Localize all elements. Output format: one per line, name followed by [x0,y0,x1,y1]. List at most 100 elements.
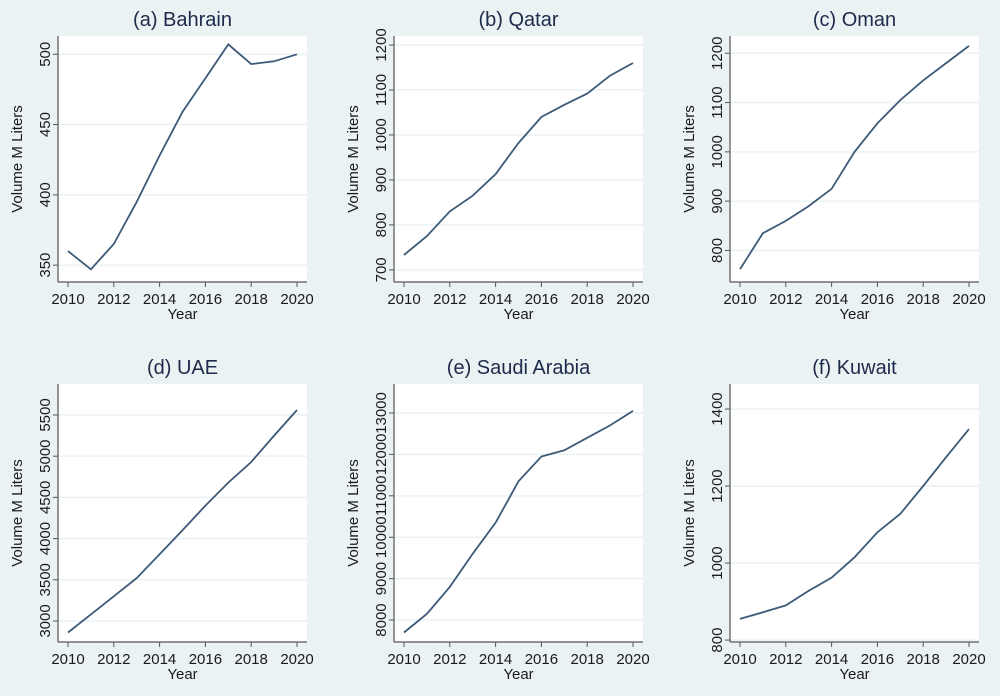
y-tick-label: 900 [373,167,390,192]
y-tick-label: 1000 [373,118,390,151]
x-tick-label: 2010 [387,291,420,308]
y-axis-label: Volume M Liters [345,459,362,567]
y-tick-label: 3500 [37,563,54,596]
chart-title: (d) UAE [147,357,218,379]
x-tick-label: 2020 [952,291,985,308]
y-tick-label: 800 [709,238,726,263]
y-tick-label: 1000 [709,135,726,168]
x-tick-label: 2010 [723,291,756,308]
x-tick-label: 2020 [952,651,985,668]
y-tick-label: 8000 [373,603,390,636]
x-tick-label: 2016 [189,651,222,668]
x-tick-label: 2012 [97,291,130,308]
y-tick-label: 5000 [37,439,54,472]
y-tick-label: 800 [709,628,726,653]
y-tick-label: 13000 [373,392,390,434]
y-tick-label: 9000 [373,562,390,595]
x-tick-label: 2014 [143,651,176,668]
x-axis-label: Year [503,666,533,683]
y-tick-label: 1200 [373,28,390,61]
x-axis-label: Year [839,306,869,323]
y-tick-label: 1100 [709,86,726,118]
chart-title: (b) Qatar [478,9,558,31]
y-tick-label: 900 [709,189,726,214]
x-tick-label: 2014 [143,291,176,308]
y-axis-label: Volume M Liters [9,105,26,213]
x-tick-label: 2014 [479,291,512,308]
x-tick-label: 2018 [907,651,940,668]
x-tick-label: 2010 [723,651,756,668]
x-tick-label: 2018 [235,291,268,308]
x-tick-label: 2020 [280,291,313,308]
x-tick-label: 2016 [189,291,222,308]
y-tick-label: 350 [37,253,54,278]
x-tick-label: 2016 [525,291,558,308]
x-tick-label: 2020 [616,291,649,308]
plot-area [394,36,643,282]
subplot: 800 1000 1200 1400 2010 2012 2014 2016 2018 2020 (… [681,357,986,683]
series-line [67,409,298,634]
y-tick-label: 450 [37,112,54,137]
x-tick-label: 2014 [479,651,512,668]
y-tick-label: 1400 [709,392,726,425]
subplot: 800 900 1000 1100 1200 2010 2012 2014 2016 2018 20… [681,9,986,323]
chart-title: (a) Bahrain [133,9,232,31]
x-tick-label: 2020 [280,651,313,668]
plot-area [58,36,307,282]
y-tick-label: 400 [37,182,54,207]
x-tick-label: 2016 [525,651,558,668]
x-tick-label: 2016 [861,651,894,668]
x-tick-label: 2014 [815,291,848,308]
y-axis-label: Volume M Liters [681,459,698,567]
x-tick-label: 2012 [769,651,802,668]
x-axis-label: Year [839,666,869,683]
y-tick-label: 500 [37,42,54,67]
x-tick-label: 2012 [433,291,466,308]
x-tick-label: 2010 [51,291,84,308]
y-tick-label: 1100 [373,74,390,106]
chart-title: (f) Kuwait [812,357,897,379]
series-line [403,410,634,634]
y-tick-label: 11000 [373,476,390,517]
y-axis-label: Volume M Liters [681,105,698,213]
plot-area [730,36,979,282]
series-line [739,428,970,620]
x-tick-label: 2018 [571,291,604,308]
series-line [67,43,298,271]
x-tick-label: 2010 [387,651,420,668]
x-tick-label: 2018 [907,291,940,308]
x-axis-label: Year [167,666,197,683]
x-tick-label: 2020 [616,651,649,668]
y-tick-label: 12000 [373,434,390,476]
series-line [739,45,970,270]
y-tick-label: 3000 [37,604,54,637]
x-tick-label: 2010 [51,651,84,668]
y-tick-label: 4500 [37,481,54,514]
chart-title: (e) Saudi Arabia [447,357,591,379]
x-tick-label: 2012 [769,291,802,308]
plot-area [730,384,979,642]
plot-area [394,384,643,642]
y-tick-label: 10000 [373,516,390,558]
x-tick-label: 2012 [433,651,466,668]
y-axis-label: Volume M Liters [9,459,26,567]
y-tick-label: 700 [373,257,390,282]
x-tick-label: 2014 [815,651,848,668]
subplot: 700 800 900 1000 1100 1200 2010 2012 2014 2016 201… [345,9,650,323]
series-line [403,62,634,256]
x-tick-label: 2018 [571,651,604,668]
y-tick-label: 800 [373,212,390,237]
y-axis-label: Volume M Liters [345,105,362,213]
x-tick-label: 2016 [861,291,894,308]
x-axis-label: Year [503,306,533,323]
y-tick-label: 1200 [709,37,726,70]
y-tick-label: 1200 [709,469,726,502]
x-tick-label: 2018 [235,651,268,668]
y-tick-label: 5500 [37,398,54,431]
chart-title: (c) Oman [813,9,896,31]
subplot: 350 400 450 500 2010 2012 2014 2016 2018 2020 (a) … [9,9,314,323]
y-tick-label: 4000 [37,522,54,555]
subplot: 3000 3500 4000 4500 5000 5500 2010 2012 2014 2016… [9,357,314,683]
